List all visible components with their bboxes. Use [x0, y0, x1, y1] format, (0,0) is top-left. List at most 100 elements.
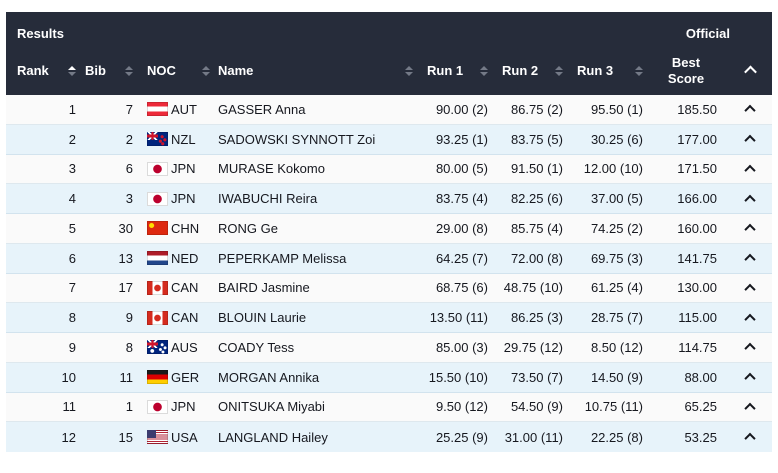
run3-cell: 95.50 (1) — [590, 101, 643, 117]
noc-cell: CAN — [133, 310, 218, 325]
flag-icon-jpn — [147, 161, 168, 176]
noc-cell: NED — [133, 251, 218, 266]
table-row[interactable]: 4 3 JPN IWABUCHI Reira 83.75 (4) 82.25 (6) 37.… — [6, 184, 772, 214]
collapse-all-chevron-icon[interactable] — [743, 65, 757, 79]
run2-cell: 54.50 (9) — [510, 399, 563, 415]
column-header-run1[interactable]: Run 1 — [420, 63, 495, 78]
noc-label: CAN — [171, 280, 199, 296]
expand-chevron-icon[interactable] — [744, 194, 756, 206]
run3-cell: 10.75 (11) — [584, 399, 643, 415]
table-row[interactable]: 1 7 AUT GASSER Anna 90.00 (2) 86.75 (2) 95.50 … — [6, 95, 772, 125]
name-cell: ONITSUKA Miyabi — [218, 399, 325, 415]
column-header-bib[interactable]: Bib — [76, 63, 133, 78]
noc-label: CHN — [171, 220, 200, 236]
table-row[interactable]: 7 17 CAN BAIRD Jasmine 68.75 (6) 48.75 (10) 61… — [6, 273, 772, 304]
table-row[interactable]: 11 1 JPN ONITSUKA Miyabi 9.50 (12) 54.50 (9) 1… — [6, 392, 772, 423]
run3-cell: 28.75 (7) — [590, 310, 643, 326]
expand-cell — [728, 194, 772, 206]
expand-chevron-icon[interactable] — [744, 105, 756, 117]
sort-icon-run1[interactable] — [480, 65, 488, 76]
sort-icon-run3[interactable] — [635, 65, 643, 76]
expand-chevron-icon[interactable] — [744, 134, 756, 147]
run2-cell: 85.75 (4) — [510, 220, 563, 236]
table-row[interactable]: 10 11 GER MORGAN Annika 15.50 (10) 73.50 (7) 1… — [6, 362, 772, 393]
expand-chevron-icon[interactable] — [744, 402, 756, 414]
name-cell: RONG Ge — [218, 220, 278, 236]
expand-chevron-icon[interactable] — [744, 283, 756, 295]
run2-cell: 83.75 (5) — [510, 131, 563, 147]
name-cell: GASSER Anna — [218, 101, 306, 117]
expand-chevron-icon[interactable] — [744, 164, 756, 176]
expand-chevron-icon[interactable] — [744, 253, 756, 266]
column-header-run3[interactable]: Run 3 — [570, 63, 650, 78]
column-header-best-score[interactable]: Best Score — [650, 55, 728, 86]
best-score-cell: 171.50 — [677, 161, 717, 177]
rank-cell: 6 — [68, 250, 76, 266]
table-row[interactable]: 8 9 CAN BLOUIN Laurie 13.50 (11) 86.25 (3) 28.… — [6, 303, 772, 333]
flag-icon-aut — [147, 102, 168, 117]
column-header-name[interactable]: Name — [218, 63, 420, 78]
name-cell: BLOUIN Laurie — [218, 310, 307, 326]
name-cell: MORGAN Annika — [218, 369, 320, 385]
expand-chevron-icon[interactable] — [744, 343, 756, 355]
run2-cell: 82.25 (6) — [510, 191, 563, 207]
run1-cell: 85.00 (3) — [435, 339, 488, 355]
table-row[interactable]: 6 13 NED PEPERKAMP Melissa 64.25 (7) 72.00 (8… — [6, 243, 772, 274]
best-score-cell: 177.00 — [677, 131, 717, 147]
sort-icon-noc[interactable] — [202, 65, 210, 76]
results-panel: Results Official Rank Bib NOC Name Run 1 — [6, 12, 772, 452]
column-header-run2[interactable]: Run 2 — [495, 63, 570, 78]
run1-cell: 80.00 (5) — [435, 161, 488, 177]
table-row[interactable]: 12 15 USA LANGLAND Hailey 25.25 (9) 31.00 (11… — [6, 422, 772, 452]
noc-label: AUS — [171, 339, 198, 355]
bib-cell: 8 — [125, 339, 133, 355]
noc-cell: AUT — [133, 102, 218, 117]
column-header-noc[interactable]: NOC — [133, 63, 218, 78]
noc-column-label: NOC — [147, 63, 176, 78]
rank-cell: 5 — [68, 220, 76, 236]
sort-icon-name[interactable] — [405, 65, 413, 76]
noc-label: USA — [171, 429, 198, 445]
bib-cell: 1 — [125, 399, 133, 415]
table-row[interactable]: 3 6 JPN MURASE Kokomo 80.00 (5) 91.50 (1) 12.0… — [6, 154, 772, 185]
panel-title: Results — [17, 25, 64, 41]
noc-cell: JPN — [133, 161, 218, 176]
expand-cell — [728, 134, 772, 147]
noc-label: NED — [171, 250, 199, 266]
noc-label: AUT — [171, 101, 197, 117]
table-row[interactable]: 9 8 AUS COADY Tess 85.00 (3) 29.75 (12) 8.50 (… — [6, 333, 772, 363]
rank-cell: 11 — [62, 399, 77, 415]
name-cell: IWABUCHI Reira — [218, 191, 318, 207]
rank-cell: 4 — [68, 191, 76, 207]
best-score-cell: 160.00 — [677, 220, 717, 236]
best-score-label-line2: Score — [667, 70, 705, 86]
expand-chevron-icon[interactable] — [744, 372, 756, 385]
noc-cell: USA — [133, 430, 218, 445]
best-score-cell: 53.25 — [684, 429, 717, 445]
table-row[interactable]: 2 2 NZL SADOWSKI SYNNOTT Zoi 93.25 (1) 83.75 … — [6, 124, 772, 155]
expand-chevron-icon[interactable] — [744, 224, 756, 236]
flag-icon-nzl — [147, 132, 168, 147]
expand-chevron-icon[interactable] — [744, 313, 756, 325]
noc-label: JPN — [171, 161, 196, 177]
flag-icon-ger — [147, 370, 168, 385]
sort-icon-rank[interactable] — [68, 65, 76, 76]
column-header-collapse[interactable] — [728, 65, 772, 79]
run3-cell: 30.25 (6) — [590, 131, 643, 147]
rank-cell: 1 — [68, 101, 76, 117]
noc-label: NZL — [171, 131, 196, 147]
bib-cell: 3 — [125, 191, 133, 207]
bib-cell: 13 — [118, 250, 133, 266]
sort-icon-run2[interactable] — [555, 65, 563, 76]
run1-cell: 25.25 (9) — [435, 429, 488, 445]
noc-cell: AUS — [133, 340, 218, 355]
run3-column-label: Run 3 — [577, 63, 614, 78]
rank-column-label: Rank — [17, 63, 49, 78]
best-score-cell: 88.00 — [684, 369, 717, 385]
run3-cell: 37.00 (5) — [590, 191, 643, 207]
run1-cell: 83.75 (4) — [435, 191, 488, 207]
sort-icon-bib[interactable] — [125, 65, 133, 76]
column-header-rank[interactable]: Rank — [6, 63, 76, 78]
table-row[interactable]: 5 30 CHN RONG Ge 29.00 (8) 85.75 (4) 74.25 (2)… — [6, 214, 772, 244]
expand-chevron-icon[interactable] — [744, 432, 756, 445]
